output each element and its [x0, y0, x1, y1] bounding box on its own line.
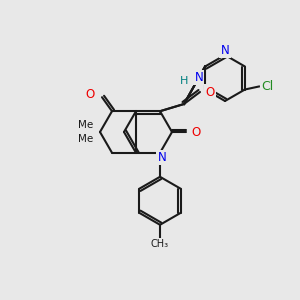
Text: H: H: [180, 76, 189, 86]
Text: O: O: [85, 88, 94, 101]
Text: N: N: [220, 44, 230, 56]
Text: Cl: Cl: [261, 80, 273, 93]
Text: CH₃: CH₃: [151, 239, 169, 249]
Text: O: O: [191, 125, 201, 139]
Text: H: H: [182, 76, 191, 86]
Text: O: O: [206, 85, 214, 98]
Text: N: N: [158, 151, 166, 164]
Text: N: N: [194, 71, 203, 84]
Text: Me: Me: [78, 120, 94, 130]
Text: Me: Me: [78, 134, 94, 144]
